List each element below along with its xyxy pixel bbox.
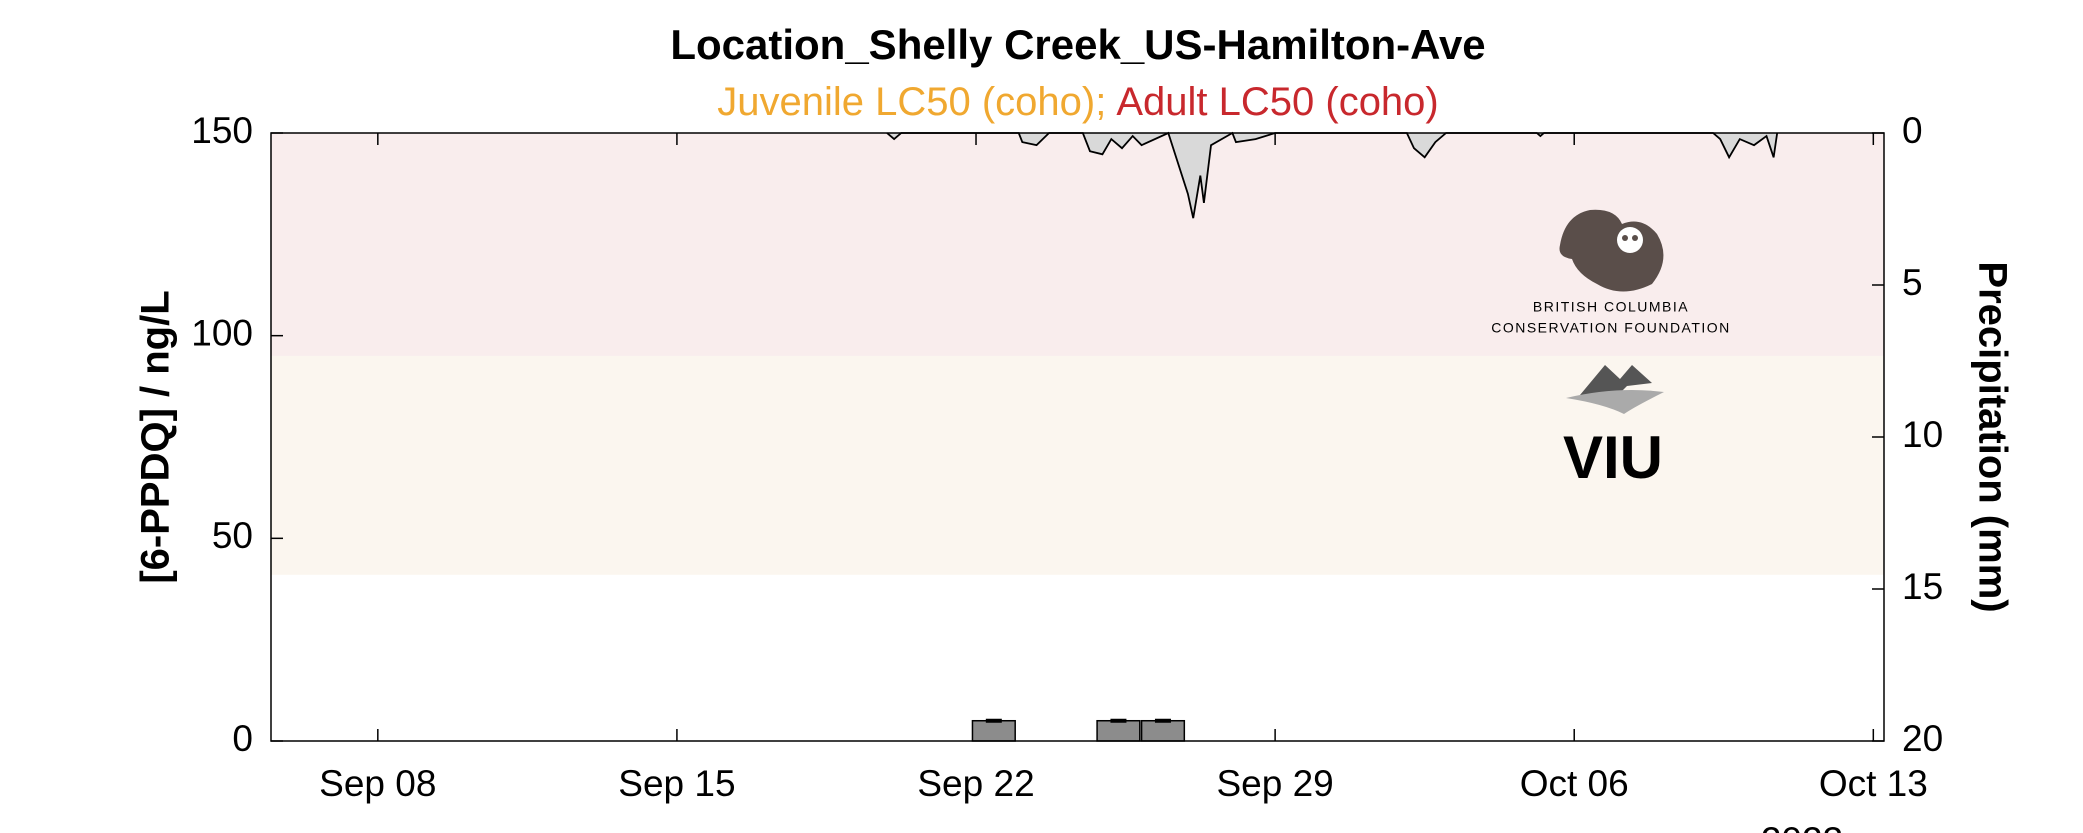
- y-tick-label: 0: [232, 718, 253, 759]
- subtitle-part: Adult LC50 (coho): [1116, 80, 1438, 124]
- logo-text: BRITISH COLUMBIA: [1533, 299, 1689, 315]
- x-tick-label: Oct 13: [1819, 763, 1928, 804]
- x-tick-label: Sep 29: [1216, 763, 1333, 804]
- chart-title: Location_Shelly Creek_US-Hamilton-Ave: [670, 21, 1485, 68]
- y2-tick-label: 20: [1902, 718, 1943, 759]
- y-tick-label: 150: [191, 110, 253, 151]
- precipitation-line: [886, 131, 1779, 219]
- subtitle-part: Juvenile LC50 (coho);: [717, 80, 1106, 124]
- x-tick-label: Sep 08: [319, 763, 436, 804]
- error-bar: [985, 718, 1002, 723]
- y-tick-label: 50: [212, 515, 253, 556]
- y2-tick-label: 15: [1902, 566, 1943, 607]
- bar: [1096, 719, 1141, 742]
- y2-axis-label: Precipitation (mm): [1970, 261, 2014, 612]
- logo-bear: [1559, 209, 1664, 292]
- plot-background: [271, 133, 1884, 575]
- y2-tick-label: 5: [1902, 262, 1923, 303]
- y-axis-label: [6-PPDQ] / ng/L: [134, 290, 178, 583]
- y2-tick-label: 0: [1902, 110, 1923, 151]
- x-tick-label: Oct 06: [1520, 763, 1629, 804]
- logo-text: VIU: [1563, 424, 1663, 491]
- x-tick-label: Sep 15: [618, 763, 735, 804]
- plot-frame: [270, 132, 1885, 742]
- error-bar: [1154, 718, 1171, 723]
- x-year-label: 2023: [1761, 820, 1843, 833]
- bar: [971, 719, 1016, 742]
- y-tick-label: 100: [191, 312, 253, 353]
- bar: [1140, 719, 1186, 742]
- logo-mountain: [1566, 365, 1664, 414]
- logo-text: CONSERVATION FOUNDATION: [1491, 320, 1731, 336]
- error-bar: [1110, 718, 1127, 723]
- y2-tick-label: 10: [1902, 414, 1943, 455]
- x-tick-label: Sep 22: [917, 763, 1034, 804]
- chart-subtitle: Juvenile LC50 (coho); Adult LC50 (coho): [717, 80, 1439, 124]
